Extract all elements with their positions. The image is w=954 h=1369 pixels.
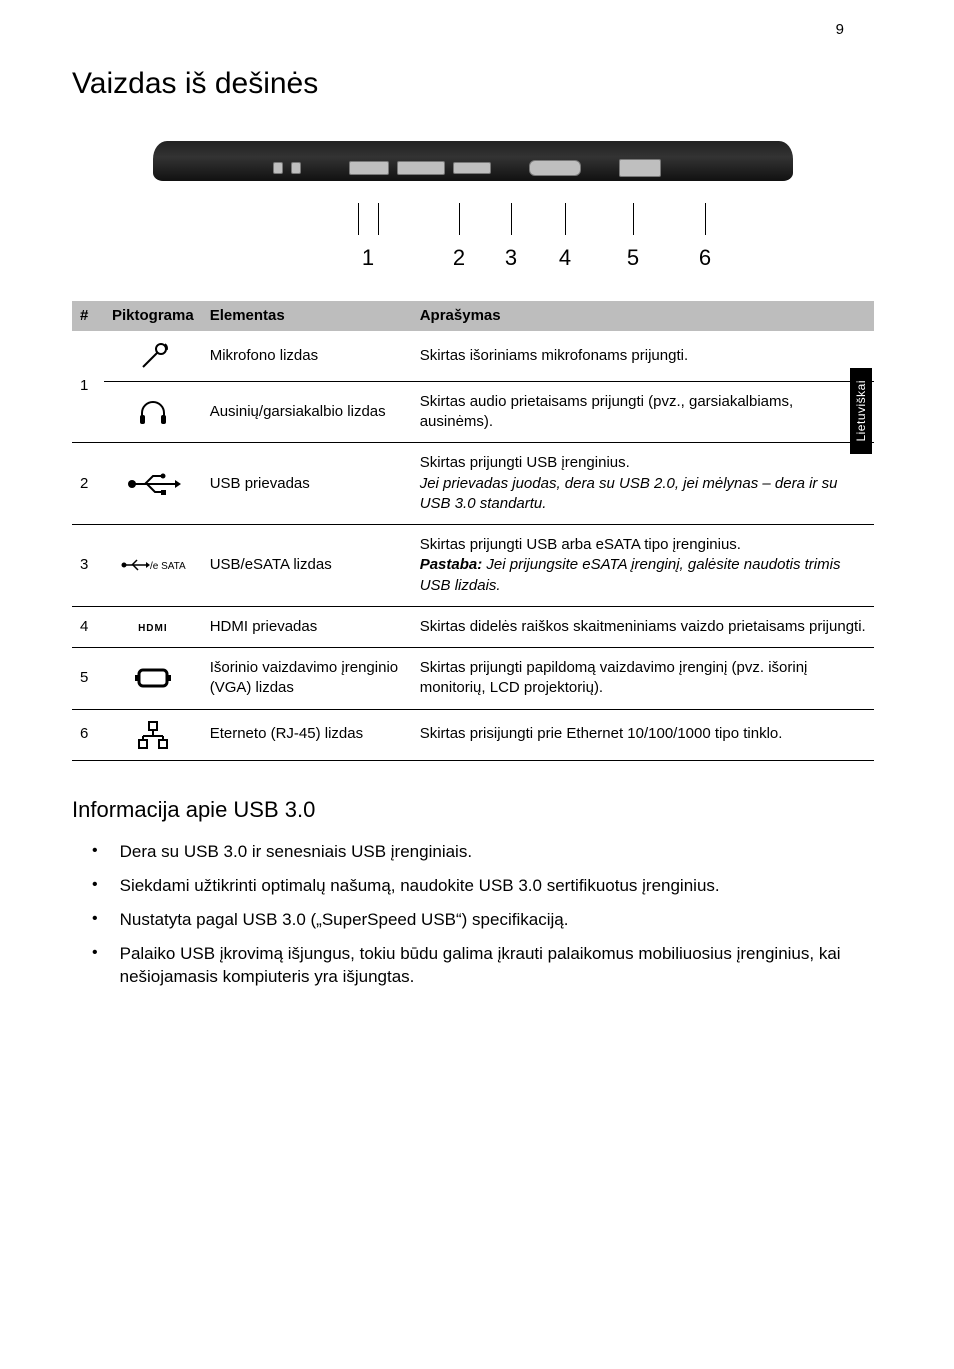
- usb-info-list: • Dera su USB 3.0 ir senesniais USB įreng…: [72, 836, 874, 995]
- diagram-port-hdmi: [453, 162, 491, 174]
- row-num: 3: [72, 525, 104, 607]
- table-header-elem: Elementas: [202, 301, 412, 331]
- diagram-leader: [358, 203, 359, 235]
- list-item: • Dera su USB 3.0 ir senesniais USB įreng…: [72, 836, 874, 870]
- headphones-icon: [104, 381, 202, 443]
- row-desc: Skirtas išoriniams mikrofonams prijungti…: [412, 331, 874, 382]
- bullet-text: Nustatyta pagal USB 3.0 („SuperSpeed USB…: [120, 908, 569, 932]
- vga-icon: [104, 648, 202, 710]
- row-desc: Skirtas prijungti USB įrenginius. Jei pr…: [412, 443, 874, 525]
- diagram-number: 5: [627, 243, 639, 273]
- row-desc-italic-prefix: Pastaba:: [420, 556, 483, 573]
- row-desc-italic: Jei prievadas juodas, dera su USB 2.0, j…: [420, 475, 838, 512]
- diagram-number: 4: [559, 243, 571, 273]
- diagram-leader: [511, 203, 512, 235]
- right-side-diagram: 1 2 3 4 5 6: [153, 133, 793, 273]
- ports-table: # Piktograma Elementas Aprašymas 1 Mikro…: [72, 301, 874, 761]
- diagram-leader: [705, 203, 706, 235]
- table-header-desc: Aprašymas: [412, 301, 874, 331]
- esata-label: /e SATA: [150, 561, 186, 572]
- row-num: 5: [72, 648, 104, 710]
- diagram-port-vga: [529, 160, 581, 176]
- row-elem: Mikrofono lizdas: [202, 331, 412, 382]
- diagram-number: 3: [505, 243, 517, 273]
- table-row: Ausinių/garsiakalbio lizdas Skirtas audi…: [72, 381, 874, 443]
- row-desc-plain: Skirtas prijungti USB įrenginius.: [420, 454, 630, 471]
- diagram-number: 2: [453, 243, 465, 273]
- hdmi-label: HDMI: [138, 623, 168, 634]
- row-elem: Eterneto (RJ-45) lizdas: [202, 709, 412, 760]
- bullet-dot: •: [92, 908, 98, 932]
- subheading: Informacija apie USB 3.0: [72, 795, 874, 825]
- row-desc-italic: Jei prijungsite eSATA įrenginį, galėsite…: [420, 556, 841, 593]
- diagram-leaders: [153, 203, 793, 243]
- list-item: • Palaiko USB įkrovimą išjungus, tokiu bū…: [72, 938, 874, 996]
- page-title: Vaizdas iš dešinės: [72, 64, 874, 105]
- diagram-port-usb: [349, 161, 389, 175]
- diagram-port-audio1: [273, 162, 283, 174]
- list-item: • Nustatyta pagal USB 3.0 („SuperSpeed US…: [72, 904, 874, 938]
- row-elem: USB prievadas: [202, 443, 412, 525]
- page-number: 9: [836, 20, 844, 40]
- table-row: 2 USB prievadas Skirtas prijungti USB įr…: [72, 443, 874, 525]
- diagram-numbers: 1 2 3 4 5 6: [153, 243, 793, 273]
- table-row: 3 /e SATA USB/eSATA lizdas Skirtas priju…: [72, 525, 874, 607]
- diagram-number: 6: [699, 243, 711, 273]
- row-elem: Ausinių/garsiakalbio lizdas: [202, 381, 412, 443]
- row-num: 6: [72, 709, 104, 760]
- row-desc: Skirtas didelės raiškos skaitmeniniams v…: [412, 606, 874, 647]
- row-num: 1: [72, 331, 104, 443]
- diagram-leader: [459, 203, 460, 235]
- row-desc: Skirtas prijungti USB arba eSATA tipo įr…: [412, 525, 874, 607]
- mic-icon: [104, 331, 202, 382]
- diagram-leader: [633, 203, 634, 235]
- bullet-text: Siekdami užtikrinti optimalų našumą, nau…: [120, 874, 720, 898]
- table-row: 1 Mikrofono lizdas Skirtas išoriniams mi…: [72, 331, 874, 382]
- port-strip: [273, 159, 733, 177]
- language-tab-label: Lietuviškai: [853, 380, 869, 442]
- table-header-icon: Piktograma: [104, 301, 202, 331]
- usb-icon: [104, 443, 202, 525]
- row-num: 4: [72, 606, 104, 647]
- bullet-text: Palaiko USB įkrovimą išjungus, tokiu būd…: [120, 942, 874, 990]
- diagram-number: 1: [362, 243, 374, 273]
- row-desc: Skirtas prijungti papildomą vaizdavimo į…: [412, 648, 874, 710]
- table-header-num: #: [72, 301, 104, 331]
- table-header-row: # Piktograma Elementas Aprašymas: [72, 301, 874, 331]
- esata-icon: /e SATA: [104, 525, 202, 607]
- row-desc: Skirtas audio prietaisams prijungti (pvz…: [412, 381, 874, 443]
- table-row: 6 Eterneto (RJ-45) lizdas Skirtas prisij…: [72, 709, 874, 760]
- diagram-port-esata: [397, 161, 445, 175]
- row-num: 2: [72, 443, 104, 525]
- language-tab: Lietuviškai: [850, 368, 872, 454]
- bullet-dot: •: [92, 942, 98, 990]
- row-elem: USB/eSATA lizdas: [202, 525, 412, 607]
- diagram-port-rj45: [619, 159, 661, 177]
- row-elem: HDMI prievadas: [202, 606, 412, 647]
- row-elem: Išorinio vaizdavimo įrenginio (VGA) lizd…: [202, 648, 412, 710]
- bullet-dot: •: [92, 840, 98, 864]
- list-item: • Siekdami užtikrinti optimalų našumą, na…: [72, 870, 874, 904]
- ethernet-icon: [104, 709, 202, 760]
- diagram-leader: [565, 203, 566, 235]
- hdmi-icon: HDMI: [104, 606, 202, 647]
- row-desc: Skirtas prisijungti prie Ethernet 10/100…: [412, 709, 874, 760]
- bullet-dot: •: [92, 874, 98, 898]
- bullet-text: Dera su USB 3.0 ir senesniais USB įrengi…: [120, 840, 472, 864]
- table-row: 5 Išorinio vaizdavimo įrenginio (VGA) li…: [72, 648, 874, 710]
- diagram-leader: [378, 203, 379, 235]
- table-row: 4 HDMI HDMI prievadas Skirtas didelės ra…: [72, 606, 874, 647]
- row-desc-plain: Skirtas prijungti USB arba eSATA tipo įr…: [420, 536, 741, 553]
- diagram-port-audio2: [291, 162, 301, 174]
